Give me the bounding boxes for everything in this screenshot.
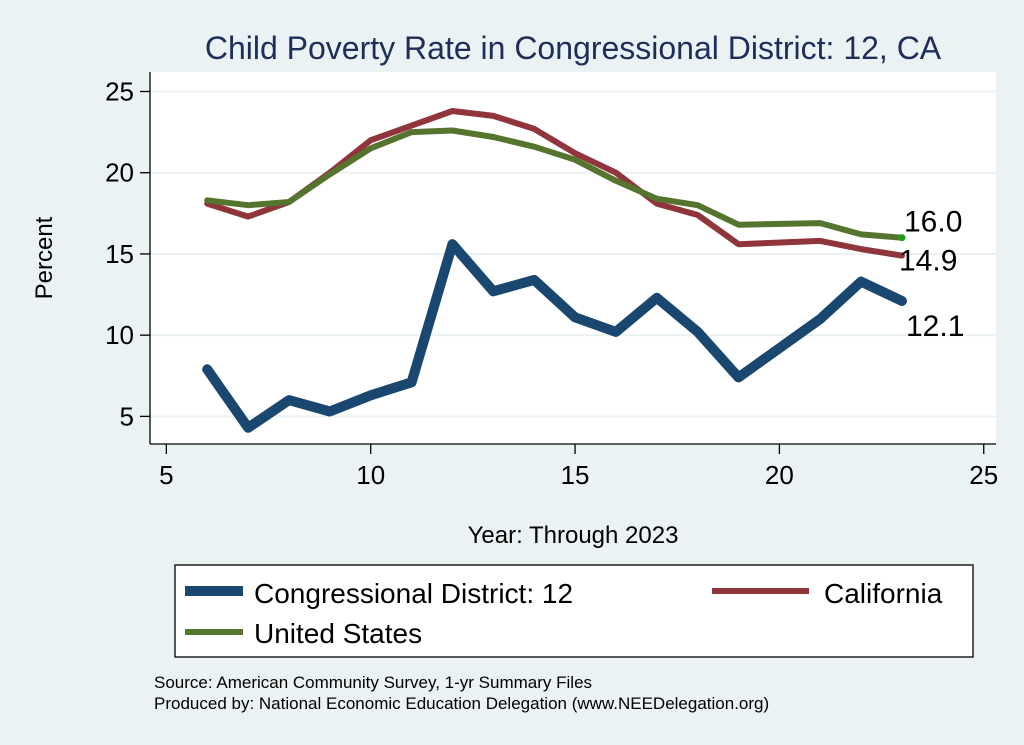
y-tick-label: 20 [105,158,134,188]
series-line-us [204,127,905,241]
x-ticks: 5 10 15 20 25 [159,444,998,490]
end-label-us: 16.0 [904,206,962,239]
legend-label-us: United States [254,618,422,649]
produced-by-note: Produced by: National Economic Education… [154,694,769,713]
gridlines [150,90,996,418]
x-tick-label: 20 [765,460,794,490]
x-tick-label: 5 [159,460,173,490]
legend-label-district: Congressional District: 12 [254,578,573,609]
chart-title: Child Poverty Rate in Congressional Dist… [205,30,942,66]
series-line-district [202,239,907,433]
x-tick-label: 10 [356,460,385,490]
y-tick-label: 5 [120,401,134,431]
end-marker-us [898,234,906,242]
legend: Congressional District: 12 California Un… [174,564,974,658]
y-ticks: 5 10 15 20 25 [105,76,150,431]
y-tick-label: 25 [105,76,134,106]
y-axis-title: Percent [31,216,58,299]
end-labels: 12.1 14.9 16.0 [899,206,964,343]
x-tick-label: 15 [561,460,590,490]
y-tick-label: 10 [105,320,134,350]
source-note: Source: American Community Survey, 1-yr … [154,673,592,692]
series-lines [202,108,907,433]
x-tick-label: 25 [969,460,998,490]
end-label-district: 12.1 [906,310,964,343]
legend-label-california: California [824,578,943,609]
legend-box [174,564,974,658]
plot-area [150,72,996,444]
end-label-california: 14.9 [899,245,957,278]
y-tick-label: 15 [105,239,134,269]
x-axis-title: Year: Through 2023 [468,522,679,549]
